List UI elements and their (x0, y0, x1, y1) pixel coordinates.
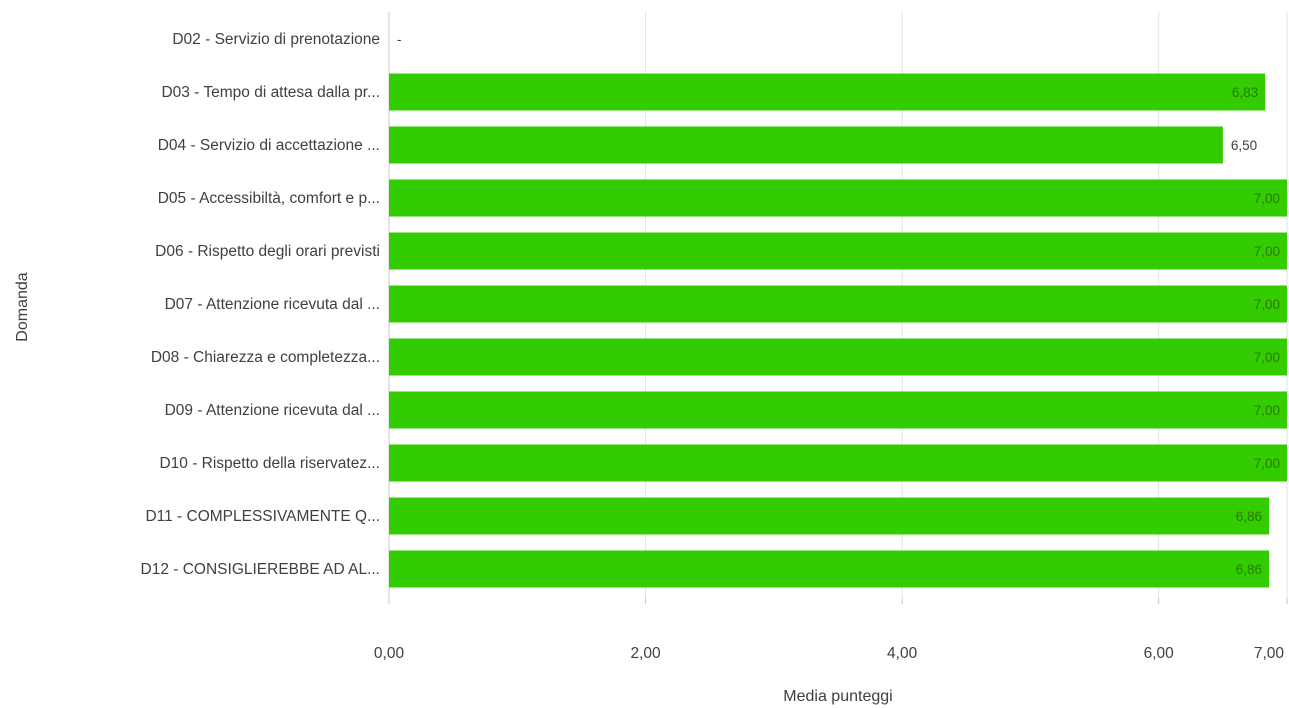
category-label: D04 - Servizio di accettazione ... (158, 137, 380, 154)
data-label: 6,83 (1232, 85, 1258, 100)
bar (389, 497, 1270, 535)
bar (389, 179, 1287, 217)
category-label: D07 - Attenzione ricevuta dal ... (165, 296, 380, 313)
bar (389, 126, 1223, 164)
data-label: 7,00 (1254, 403, 1280, 418)
category-labels: D02 - Servizio di prenotazione D03 - Temp… (141, 31, 380, 578)
category-label: D05 - Accessibiltà, comfort e p... (158, 190, 380, 207)
data-label: 7,00 (1254, 297, 1280, 312)
data-label: 6,86 (1236, 562, 1262, 577)
x-tick-label: 7,00 (1254, 645, 1285, 662)
x-axis-ticks: 0,00 2,00 4,00 6,00 7,00 (374, 598, 1288, 662)
bar (389, 338, 1287, 376)
bar (389, 73, 1266, 111)
x-tick-label: 4,00 (887, 645, 918, 662)
bar (389, 285, 1287, 323)
data-label: 7,00 (1254, 244, 1280, 259)
data-label: 7,00 (1254, 456, 1280, 471)
data-label: 7,00 (1254, 191, 1280, 206)
category-label: D03 - Tempo di attesa dalla pr... (161, 84, 380, 101)
bar (389, 550, 1270, 588)
data-label: 6,50 (1231, 138, 1257, 153)
category-label: D09 - Attenzione ricevuta dal ... (165, 402, 380, 419)
data-label: - (397, 32, 402, 47)
bar (389, 232, 1287, 270)
category-label: D02 - Servizio di prenotazione (172, 31, 380, 48)
category-label: D06 - Rispetto degli orari previsti (155, 243, 380, 260)
bar (389, 391, 1287, 429)
x-tick-label: 0,00 (374, 645, 405, 662)
x-axis-title: Media punteggi (783, 688, 892, 705)
x-tick-label: 2,00 (630, 645, 661, 662)
category-label: D12 - CONSIGLIEREBBE AD AL... (141, 561, 380, 578)
category-label: D10 - Rispetto della riservatez... (159, 455, 380, 472)
category-label: D08 - Chiarezza e completezza... (151, 349, 380, 366)
y-axis-title: Domanda (14, 272, 31, 341)
bar (389, 444, 1287, 482)
data-label: 7,00 (1254, 350, 1280, 365)
data-label: 6,86 (1236, 509, 1262, 524)
category-label: D11 - COMPLESSIVAMENTE Q... (145, 508, 380, 525)
bars (389, 73, 1287, 588)
data-labels: - 6,83 6,50 7,00 7,00 7,00 7,00 7,00 7,00 6,86 6,8… (397, 32, 1280, 577)
x-tick-label: 6,00 (1144, 645, 1175, 662)
